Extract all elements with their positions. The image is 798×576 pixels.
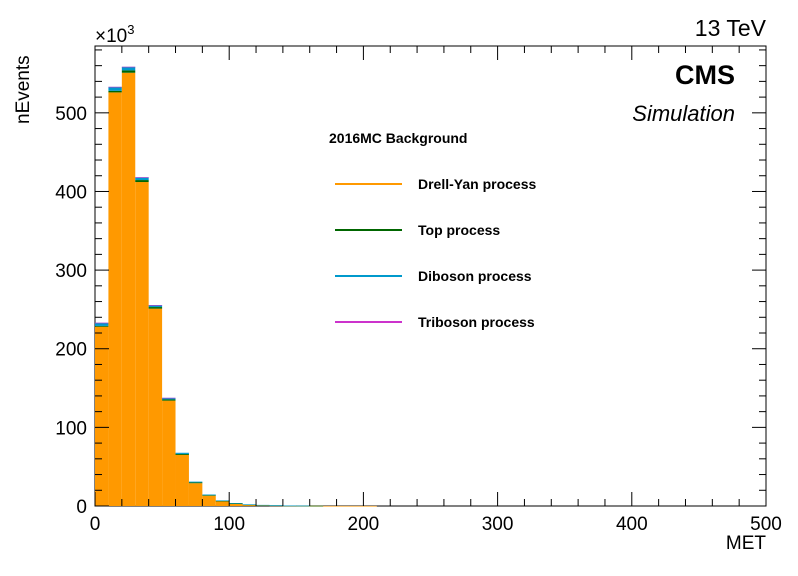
bar-diboson-bin-70: [188, 481, 203, 483]
bar-triboson-bin-30: [135, 177, 149, 178]
legend-label-diboson: Diboson process: [418, 268, 532, 284]
histogram-bars: [95, 66, 377, 507]
bar-diboson-bin-100: [229, 503, 243, 504]
bar-top-bin-80: [202, 495, 216, 496]
legend-label-drell-yan: Drell-Yan process: [418, 176, 536, 192]
bar-drell-yan-bin-200: [363, 505, 377, 507]
bar-top-bin-10: [108, 90, 122, 93]
x-tick-label: 0: [90, 514, 101, 535]
bar-top-bin-60: [175, 453, 189, 455]
legend-label-top: Top process: [418, 222, 500, 238]
plot-frame: [94, 45, 767, 507]
bar-drell-yan-bin-70: [188, 483, 203, 506]
bar-triboson-bin-50: [162, 397, 176, 399]
bar-triboson-bin-0: [95, 322, 109, 324]
bar-drell-yan-bin-50: [162, 400, 176, 506]
bar-diboson-bin-60: [175, 452, 189, 454]
bar-triboson-bin-10: [108, 86, 122, 88]
y-tick-label: 200: [55, 340, 87, 361]
legend: Drell-Yan process Top process Diboson proc…: [335, 176, 536, 330]
bar-top-bin-70: [188, 482, 203, 484]
bar-top-bin-40: [148, 307, 163, 309]
y-multiplier: ×103: [95, 22, 134, 47]
bar-drell-yan-bin-10: [108, 92, 122, 507]
bar-drell-yan-bin-60: [175, 454, 189, 506]
bar-drell-yan-bin-190: [349, 505, 364, 507]
bar-diboson-bin-110: [242, 504, 257, 505]
bar-diboson-bin-150: [296, 505, 310, 507]
energy-label: 13 TeV: [695, 15, 767, 41]
y-tick-label: 400: [55, 182, 87, 203]
bar-top-bin-160: [309, 505, 324, 507]
x-tick-label: 200: [348, 514, 380, 535]
bar-diboson-bin-80: [202, 494, 216, 496]
bar-diboson-bin-10: [108, 86, 122, 91]
legend-title: 2016MC Background: [329, 130, 467, 146]
bar-drell-yan-bin-100: [229, 503, 243, 506]
bar-drell-yan-bin-0: [95, 326, 109, 506]
bar-drell-yan-bin-170: [323, 505, 337, 507]
y-tick-label: 0: [76, 497, 87, 518]
y-tick-label: 300: [55, 261, 87, 282]
legend-label-triboson: Triboson process: [418, 314, 535, 330]
bar-triboson-bin-40: [148, 305, 163, 306]
bar-drell-yan-bin-110: [242, 504, 257, 506]
bar-top-bin-0: [95, 325, 109, 327]
bar-diboson-bin-130: [269, 505, 283, 506]
bar-top-bin-100: [229, 503, 243, 504]
simulation-label: Simulation: [632, 101, 735, 126]
bar-triboson-bin-20: [121, 66, 136, 68]
bar-drell-yan-bin-40: [148, 308, 163, 506]
bar-top-bin-50: [162, 399, 176, 401]
x-tick-label: 400: [616, 514, 648, 535]
bar-diboson-bin-30: [135, 177, 149, 181]
bar-drell-yan-bin-180: [336, 505, 350, 507]
bar-drell-yan-bin-20: [121, 72, 136, 506]
y-tick-label: 100: [55, 418, 87, 439]
bar-drell-yan-bin-30: [135, 182, 149, 507]
bar-diboson-bin-20: [121, 66, 136, 71]
x-axis-label: MET: [726, 533, 767, 554]
axis-tick-labels: 0 100 200 300 400 500 0 100 200 300 400 500: [55, 104, 782, 535]
y-axis-label: nEvents: [13, 55, 34, 124]
bar-drell-yan-bin-90: [215, 501, 230, 506]
bar-diboson-bin-90: [215, 500, 230, 502]
bar-diboson-bin-140: [282, 505, 297, 507]
bar-diboson-bin-40: [148, 305, 163, 308]
bar-diboson-bin-120: [256, 504, 270, 506]
bar-top-bin-90: [215, 500, 230, 502]
bar-diboson-bin-50: [162, 397, 176, 400]
bar-diboson-bin-0: [95, 322, 109, 326]
x-tick-label: 100: [213, 514, 245, 535]
x-tick-label: 500: [750, 514, 782, 535]
experiment-label: CMS: [675, 60, 735, 90]
axis-ticks: [94, 46, 767, 507]
bar-top-bin-30: [135, 180, 149, 183]
bar-drell-yan-bin-80: [202, 495, 216, 506]
bar-top-bin-20: [121, 70, 136, 73]
x-tick-label: 300: [482, 514, 514, 535]
y-tick-label: 500: [55, 104, 87, 125]
